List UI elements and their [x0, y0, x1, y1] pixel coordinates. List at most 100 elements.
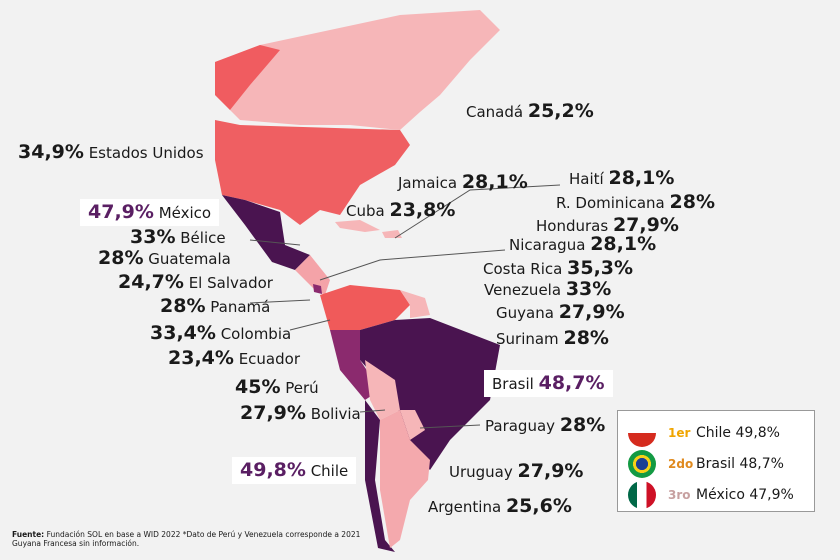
- country-label: Haití 28,1%: [565, 167, 678, 190]
- colombia-venezuela: [320, 285, 410, 340]
- costa-rica: [313, 284, 322, 294]
- source-label: Fuente:: [12, 530, 45, 539]
- country-label: Surinam 28%: [492, 327, 613, 350]
- country-value: 28%: [669, 191, 716, 213]
- canada-north: [215, 45, 280, 110]
- country-name: Uruguay: [449, 463, 513, 481]
- country-value: 28%: [559, 414, 606, 436]
- country-value: 49,8%: [240, 459, 306, 481]
- country-name: Guyana: [496, 304, 554, 322]
- source-line: Guyana Francesa sin información.: [12, 539, 140, 548]
- country-label: 28% Guatemala: [94, 247, 235, 270]
- usa: [215, 120, 410, 225]
- leader-line: [249, 239, 301, 246]
- legend-name: México: [696, 487, 745, 503]
- country-value: 33,4%: [150, 322, 216, 344]
- country-label: Jamaica 28,1%: [394, 171, 532, 194]
- country-value: 23,4%: [168, 347, 234, 369]
- country-value: 35,3%: [567, 257, 634, 279]
- mexico: [222, 195, 310, 270]
- country-name: Surinam: [496, 330, 559, 348]
- paraguay: [400, 410, 425, 440]
- leader-lines: [394, 184, 561, 239]
- country-label: Nicaragua 28,1%: [505, 233, 660, 256]
- country-name: Estados Unidos: [88, 144, 204, 162]
- legend-value: 47,9%: [749, 487, 794, 503]
- leader-line: [319, 249, 506, 281]
- chile: [365, 400, 395, 552]
- country-name: Cuba: [346, 202, 385, 220]
- legend-value: 48,7%: [739, 456, 784, 472]
- country-name: Paraguay: [485, 417, 556, 435]
- country-name: El Salvador: [188, 274, 273, 292]
- country-value: 23,8%: [389, 199, 456, 221]
- hispaniola: [382, 230, 402, 238]
- leader-line: [289, 319, 331, 331]
- country-name: Venezuela: [484, 281, 562, 299]
- leader-line: [359, 409, 386, 413]
- country-name: Brasil: [492, 375, 534, 393]
- country-value: 27,9%: [612, 214, 679, 236]
- country-value: 24,7%: [118, 271, 184, 293]
- country-value: 25,2%: [527, 100, 594, 122]
- canada: [215, 10, 500, 130]
- country-label: Argentina 25,6%: [424, 495, 576, 518]
- country-name: Haití: [569, 170, 604, 188]
- country-value: 27,9%: [558, 301, 625, 323]
- country-value: 28%: [160, 295, 206, 317]
- country-label: 45% Perú: [231, 376, 323, 399]
- country-value: 25,6%: [505, 495, 572, 517]
- country-label: 33% Bélice: [126, 226, 230, 249]
- country-name: Colombia: [220, 325, 292, 343]
- central-america: [295, 255, 330, 295]
- bolivia: [365, 360, 400, 420]
- legend-row: 3ro México 47,9%: [628, 481, 794, 509]
- source: Fuente: Fundación SOL en base a WID 2022…: [12, 530, 360, 548]
- country-label: 24,7% El Salvador: [114, 271, 277, 294]
- country-value: 45%: [235, 376, 281, 398]
- country-label: Paraguay 28%: [481, 414, 609, 437]
- country-name: Jamaica: [398, 174, 458, 192]
- country-value: 48,7%: [538, 372, 605, 394]
- country-label: R. Dominicana 28%: [552, 191, 719, 214]
- leader-line: [419, 424, 481, 429]
- argentina: [380, 410, 430, 548]
- flag: [628, 419, 656, 447]
- country-value: 33%: [130, 226, 176, 248]
- legend-row: 2do Brasil 48,7%: [628, 450, 784, 478]
- cuba: [335, 220, 380, 232]
- country-name: Costa Rica: [483, 260, 563, 278]
- country-label: 34,9% Estados Unidos: [14, 141, 208, 164]
- peru: [330, 330, 380, 400]
- country-label: Canadá 25,2%: [462, 100, 598, 123]
- country-label: Guyana 27,9%: [492, 301, 629, 324]
- country-value: 28,1%: [608, 167, 675, 189]
- country-name: Bolivia: [310, 405, 361, 423]
- country-value: 28,1%: [590, 233, 657, 255]
- country-value: 33%: [565, 278, 612, 300]
- leader-line: [249, 299, 311, 304]
- country-name: Chile: [310, 462, 349, 480]
- country-label: 49,8% Chile: [232, 457, 357, 484]
- country-value: 28%: [98, 247, 144, 269]
- guianas: [400, 290, 430, 318]
- legend-place: 2do: [668, 457, 694, 471]
- legend-row: 1er Chile 49,8%: [628, 419, 780, 447]
- country-value: 27,9%: [517, 460, 584, 482]
- country-value: 28%: [563, 327, 609, 349]
- country-label: Brasil 48,7%: [484, 370, 613, 397]
- country-label: 47,9% México: [80, 199, 220, 226]
- country-value: 34,9%: [18, 141, 84, 163]
- country-name: Panamá: [210, 298, 271, 316]
- country-name: Ecuador: [238, 350, 300, 368]
- country-label: 27,9% Bolivia: [236, 402, 365, 425]
- legend-name: Brasil: [696, 456, 736, 472]
- country-name: Bélice: [180, 229, 226, 247]
- country-label: Uruguay 27,9%: [445, 460, 587, 483]
- country-name: R. Dominicana: [556, 194, 665, 212]
- country-label: 23,4% Ecuador: [164, 347, 304, 370]
- country-name: Canadá: [466, 103, 524, 121]
- country-value: 27,9%: [240, 402, 306, 424]
